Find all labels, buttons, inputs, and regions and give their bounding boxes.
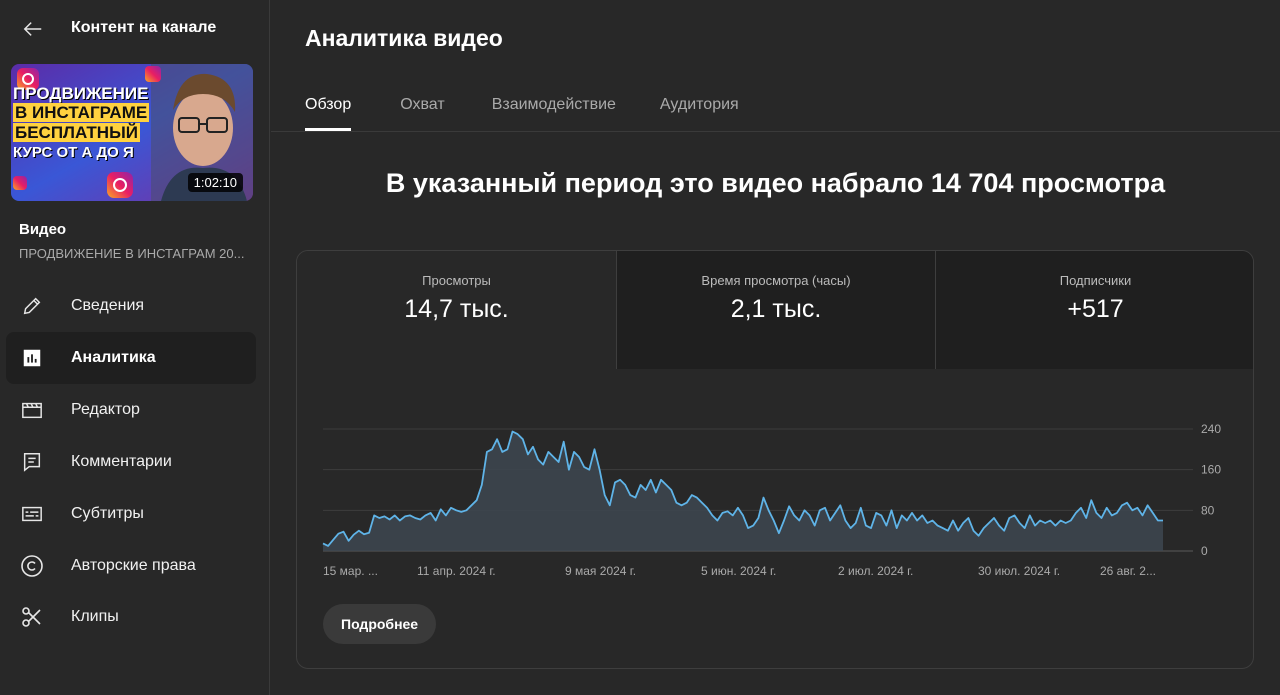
metric-watch-time[interactable]: Время просмотра (часы) 2,1 тыс. <box>616 251 935 369</box>
arrow-left-icon <box>23 22 42 36</box>
thumbnail-title-line: В ИНСТАГРАМЕ <box>13 103 150 122</box>
sidebar-item-copyright[interactable]: Авторские права <box>6 540 256 592</box>
metric-label: Просмотры <box>422 273 491 288</box>
copyright-icon <box>20 554 44 578</box>
x-tick-label: 15 мар. ... <box>323 564 378 578</box>
x-tick-label: 30 июл. 2024 г. <box>978 564 1060 578</box>
metric-label: Подписчики <box>1059 273 1132 288</box>
sidebar-item-label: Авторские права <box>71 557 196 574</box>
thumbnail-title-line: КУРС ОТ А ДО Я <box>13 144 134 161</box>
overview-card: Просмотры 14,7 тыс. Время просмотра (час… <box>296 250 1254 669</box>
y-tick-label: 80 <box>1201 503 1215 517</box>
metric-value: 2,1 тыс. <box>730 295 822 323</box>
metric-value: 14,7 тыс. <box>404 295 509 323</box>
sidebar-item-details[interactable]: Сведения <box>6 280 256 332</box>
sidebar: Контент на канале <box>0 0 270 695</box>
thumbnail-title-line: БЕСПЛАТНЫЙ <box>13 123 140 142</box>
tab-reach[interactable]: Охват <box>400 96 445 113</box>
tab-bar: Обзор Охват Взаимодействие Аудитория <box>305 84 739 131</box>
video-label: Видео <box>19 221 67 238</box>
series-line <box>322 430 1163 547</box>
y-tick-label: 160 <box>1201 463 1221 477</box>
headline: В указанный период это видео набрало 14 … <box>385 168 1166 198</box>
x-tick-label: 2 июл. 2024 г. <box>838 564 913 578</box>
analytics-icon <box>20 346 44 370</box>
sidebar-item-comments[interactable]: Комментарии <box>6 436 256 488</box>
y-tick-label: 0 <box>1201 544 1208 558</box>
sidebar-item-clips[interactable]: Клипы <box>6 591 256 643</box>
more-details-button[interactable]: Подробнее <box>323 604 437 644</box>
sidebar-item-label: Редактор <box>71 401 140 418</box>
metric-value: +517 <box>1067 295 1124 323</box>
sidebar-title: Контент на канале <box>71 19 217 36</box>
sidebar-item-label: Субтитры <box>71 505 144 522</box>
comment-icon <box>20 450 44 474</box>
tabs-divider <box>271 131 1280 132</box>
video-name: ПРОДВИЖЕНИЕ В ИНСТАГРАМ 20... <box>19 246 245 261</box>
metric-label: Время просмотра (часы) <box>701 273 851 288</box>
y-tick-label: 240 <box>1201 422 1221 436</box>
tab-engagement[interactable]: Взаимодействие <box>491 96 616 113</box>
sidebar-item-label: Сведения <box>71 297 145 314</box>
back-button[interactable] <box>18 14 48 44</box>
metric-tabs: Просмотры 14,7 тыс. Время просмотра (час… <box>297 251 1253 369</box>
subtitles-icon <box>20 502 44 526</box>
sidebar-item-analytics[interactable]: Аналитика <box>6 332 256 384</box>
scissors-icon <box>20 605 44 629</box>
video-duration-badge: 1:02:10 <box>187 173 243 192</box>
sidebar-item-label: Клипы <box>71 608 119 625</box>
video-thumbnail[interactable]: ПРОДВИЖЕНИЕ В ИНСТАГРАМЕ БЕСПЛАТНЫЙ КУРС… <box>11 64 253 201</box>
clapperboard-icon <box>20 398 44 422</box>
main-content: Аналитика видео Обзор Охват Взаимодейств… <box>271 0 1280 695</box>
metric-views[interactable]: Просмотры 14,7 тыс. <box>297 251 616 369</box>
metric-subscribers[interactable]: Подписчики +517 <box>935 251 1253 369</box>
x-tick-label: 9 мая 2024 г. <box>565 564 636 578</box>
sidebar-item-editor[interactable]: Редактор <box>6 384 256 436</box>
tab-audience[interactable]: Аудитория <box>659 96 739 113</box>
x-tick-label: 5 июн. 2024 г. <box>701 564 776 578</box>
series-area <box>323 431 1163 551</box>
page-title: Аналитика видео <box>305 25 503 51</box>
x-tick-label: 11 апр. 2024 г. <box>417 564 496 578</box>
sidebar-item-subtitles[interactable]: Субтитры <box>6 488 256 540</box>
views-chart[interactable]: 240 160 80 0 15 мар. ... 11 апр. 2024 г. 9 мая… <box>297 369 1254 589</box>
tab-overview[interactable]: Обзор <box>305 84 352 131</box>
thumbnail-title-line: ПРОДВИЖЕНИЕ <box>13 84 149 103</box>
pencil-icon <box>20 294 44 318</box>
sidebar-item-label: Комментарии <box>71 453 172 470</box>
sidebar-item-label: Аналитика <box>71 349 156 366</box>
x-tick-label: 26 авг. 2... <box>1100 564 1156 578</box>
